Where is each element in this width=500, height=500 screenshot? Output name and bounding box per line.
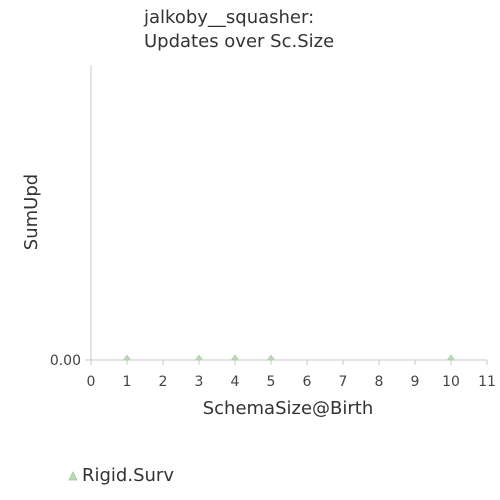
chart-title-line-2: Updates over Sc.Size (144, 31, 335, 52)
x-tick-label: 8 (375, 374, 384, 390)
legend-triangle-icon (68, 470, 78, 480)
data-point (446, 354, 456, 361)
x-tick-label: 2 (159, 374, 168, 390)
y-axis-label: SumUpd (21, 174, 42, 250)
data-point (122, 354, 132, 361)
x-tick-label: 1 (123, 374, 132, 390)
x-tick-label: 4 (231, 374, 240, 390)
chart-title: jalkoby__squasher: Updates over Sc.Size (144, 6, 334, 54)
x-tick-label: 9 (411, 374, 420, 390)
data-point (266, 354, 276, 361)
legend: Rigid.Surv (68, 465, 174, 486)
x-tick-label: 11 (478, 374, 496, 390)
x-tick-label: 10 (442, 374, 460, 390)
x-tick-label: 0 (87, 374, 96, 390)
x-tick-label: 6 (303, 374, 312, 390)
data-points (122, 354, 456, 361)
chart-title-line-1: jalkoby__squasher: (144, 7, 315, 28)
data-point (194, 354, 204, 361)
axes (85, 65, 487, 361)
y-tick-label: 0.00 (50, 353, 81, 369)
tick-labels: 0 1 2 3 4 5 6 7 8 9 10 11 0.00 (50, 353, 496, 390)
x-axis-label: SchemaSize@Birth (203, 398, 374, 419)
x-tick-label: 5 (267, 374, 276, 390)
x-tick-label: 7 (339, 374, 348, 390)
x-tick-label: 3 (195, 374, 204, 390)
legend-label: Rigid.Surv (82, 465, 174, 486)
data-point (230, 354, 240, 361)
